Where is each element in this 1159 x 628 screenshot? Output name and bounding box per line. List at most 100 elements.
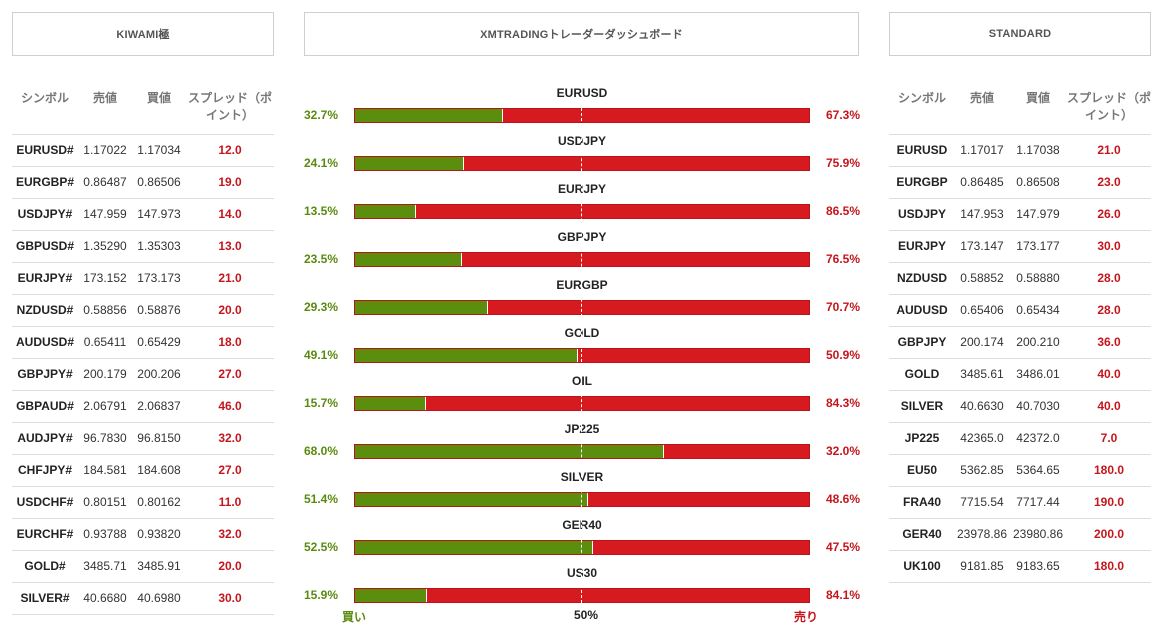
ask-cell: 9183.65 — [1009, 550, 1067, 583]
buy-percent-label: 29.3% — [304, 300, 339, 314]
axis-label-midpoint: 50% — [574, 608, 599, 622]
sentiment-row: GOLD 49.1% 50.9% — [304, 324, 860, 372]
ask-cell: 200.206 — [132, 358, 186, 391]
symbol-cell: GER40 — [889, 518, 955, 551]
symbol-cell: SILVER — [889, 390, 955, 423]
table-row: USDJPY 147.953 147.979 26.0 — [889, 198, 1151, 231]
spread-cell: 180.0 — [1067, 550, 1151, 583]
bid-cell: 200.174 — [955, 326, 1009, 359]
ask-cell: 1.17038 — [1009, 133, 1067, 167]
symbol-cell: GOLD — [889, 358, 955, 391]
ask-cell: 173.173 — [132, 262, 186, 295]
symbol-cell: NZDUSD — [889, 262, 955, 295]
symbol-cell: EURCHF# — [12, 518, 78, 551]
bid-cell: 3485.71 — [78, 550, 132, 583]
table-row: USDJPY# 147.959 147.973 14.0 — [12, 198, 274, 231]
ask-cell: 0.65434 — [1009, 294, 1067, 327]
bid-cell: 7715.54 — [955, 486, 1009, 519]
buy-bar-fill — [355, 445, 664, 458]
table-row: SILVER# 40.6680 40.6980 30.0 — [12, 582, 274, 615]
bid-cell: 0.65411 — [78, 326, 132, 359]
table-row: AUDUSD 0.65406 0.65434 28.0 — [889, 294, 1151, 327]
ask-cell: 0.86508 — [1009, 166, 1067, 199]
sentiment-bar — [354, 300, 810, 315]
symbol-cell: GOLD# — [12, 550, 78, 583]
buy-bar-fill — [355, 541, 594, 554]
sentiment-bar — [354, 252, 810, 267]
sentiment-bar — [354, 108, 810, 123]
bid-cell: 23978.86 — [955, 518, 1009, 551]
ask-cell: 3485.91 — [132, 550, 186, 583]
spread-cell: 27.0 — [186, 454, 274, 487]
table-row: SILVER 40.6630 40.7030 40.0 — [889, 390, 1151, 423]
bid-cell: 0.65406 — [955, 294, 1009, 327]
sentiment-row: EURGBP 29.3% 70.7% — [304, 276, 860, 324]
table-row: AUDUSD# 0.65411 0.65429 18.0 — [12, 326, 274, 359]
buy-percent-label: 15.9% — [304, 588, 339, 602]
table-row: EURUSD# 1.17022 1.17034 12.0 — [12, 133, 274, 167]
ask-cell: 40.7030 — [1009, 390, 1067, 423]
sentiment-bar — [354, 396, 810, 411]
ask-cell: 184.608 — [132, 454, 186, 487]
spread-cell: 21.0 — [186, 262, 274, 295]
bid-cell: 0.58852 — [955, 262, 1009, 295]
bid-cell: 173.147 — [955, 230, 1009, 263]
kiwami-panel-header: KIWAMI極 — [12, 12, 274, 56]
ask-cell: 40.6980 — [132, 582, 186, 615]
bid-cell: 2.06791 — [78, 390, 132, 423]
symbol-cell: USDJPY — [889, 198, 955, 231]
spread-cell: 27.0 — [186, 358, 274, 391]
table-row: EURUSD 1.17017 1.17038 21.0 — [889, 133, 1151, 167]
ask-cell: 5364.65 — [1009, 454, 1067, 487]
ask-cell: 0.58876 — [132, 294, 186, 327]
sentiment-row: EURJPY 13.5% 86.5% — [304, 180, 860, 228]
bid-cell: 0.86487 — [78, 166, 132, 199]
standard-symbol-table: シンボル 売値 買値 スプレッド（ポイント） EURUSD 1.17017 1.17… — [889, 84, 1151, 583]
column-header-bid: 売値 — [969, 91, 994, 105]
ask-cell: 147.973 — [132, 198, 186, 231]
bid-cell: 147.953 — [955, 198, 1009, 231]
ask-cell: 0.65429 — [132, 326, 186, 359]
spread-cell: 11.0 — [186, 486, 274, 519]
kiwami-symbol-table: シンボル 売値 買値 スプレッド（ポイント） EURUSD# 1.17022 1.1… — [12, 84, 274, 615]
table-row: GER40 23978.86 23980.86 200.0 — [889, 518, 1151, 551]
column-header-symbol: シンボル — [20, 91, 69, 105]
buy-bar-fill — [355, 109, 504, 122]
buy-bar-fill — [355, 349, 578, 362]
buy-percent-label: 23.5% — [304, 252, 339, 266]
column-header-bid: 売値 — [92, 91, 117, 105]
spread-cell: 40.0 — [1067, 358, 1151, 391]
sentiment-symbol-label: GOLD — [564, 326, 600, 340]
table-row: GBPJPY 200.174 200.210 36.0 — [889, 326, 1151, 359]
spread-cell: 46.0 — [186, 390, 274, 423]
table-row: EURJPY# 173.152 173.173 21.0 — [12, 262, 274, 295]
symbol-cell: EURJPY# — [12, 262, 78, 295]
bid-cell: 40.6630 — [955, 390, 1009, 423]
ask-cell: 0.86506 — [132, 166, 186, 199]
buy-percent-label: 52.5% — [304, 540, 339, 554]
sentiment-bar — [354, 204, 810, 219]
bid-cell: 0.93788 — [78, 518, 132, 551]
spread-cell: 200.0 — [1067, 518, 1151, 551]
table-row: GOLD# 3485.71 3485.91 20.0 — [12, 550, 274, 583]
symbol-cell: GBPUSD# — [12, 230, 78, 263]
bid-cell: 1.17022 — [78, 133, 132, 167]
sell-percent-label: 86.5% — [825, 204, 860, 218]
table-row: GBPAUD# 2.06791 2.06837 46.0 — [12, 390, 274, 423]
symbol-cell: GBPJPY# — [12, 358, 78, 391]
bid-cell: 3485.61 — [955, 358, 1009, 391]
symbol-cell: AUDJPY# — [12, 422, 78, 455]
table-row: EURCHF# 0.93788 0.93820 32.0 — [12, 518, 274, 551]
bid-cell: 0.80151 — [78, 486, 132, 519]
sentiment-row: GBPJPY 23.5% 76.5% — [304, 228, 860, 276]
table-row: EU50 5362.85 5364.65 180.0 — [889, 454, 1151, 487]
table-header-row: シンボル 売値 買値 スプレッド（ポイント） — [12, 84, 274, 134]
symbol-cell: SILVER# — [12, 582, 78, 615]
bid-cell: 9181.85 — [955, 550, 1009, 583]
sentiment-bar — [354, 156, 810, 171]
ask-cell: 173.177 — [1009, 230, 1067, 263]
symbol-cell: EURJPY — [889, 230, 955, 263]
buy-percent-label: 51.4% — [304, 492, 339, 506]
spread-cell: 26.0 — [1067, 198, 1151, 231]
symbol-cell: CHFJPY# — [12, 454, 78, 487]
